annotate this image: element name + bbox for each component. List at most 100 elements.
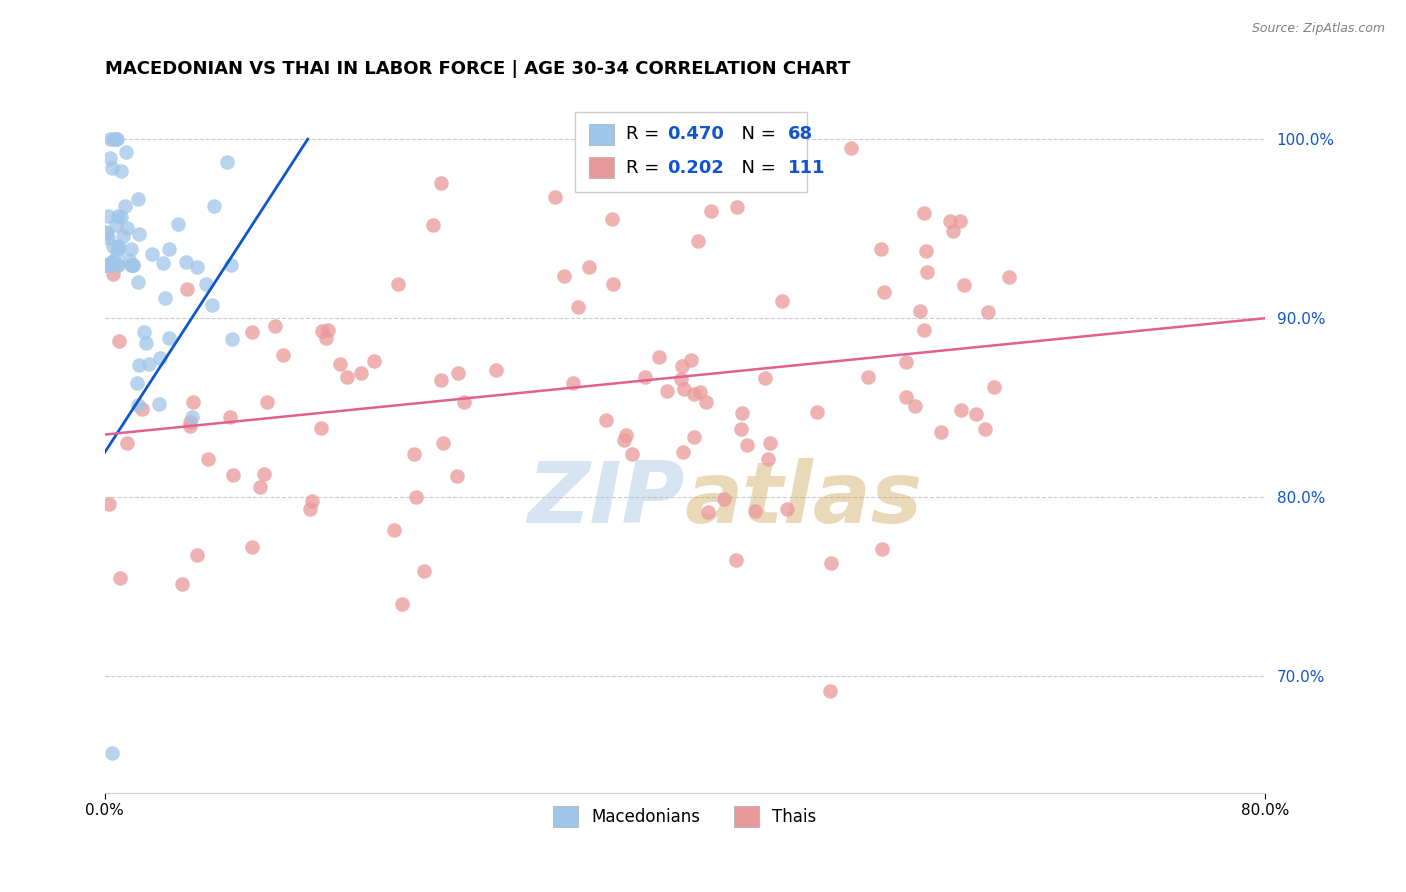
Point — [316, 323, 339, 337]
Point — [96, 258, 118, 272]
Point — [159, 243, 181, 257]
FancyBboxPatch shape — [589, 157, 614, 178]
Text: 68: 68 — [789, 125, 813, 144]
Point — [120, 258, 142, 272]
Point — [648, 350, 671, 364]
Point — [953, 277, 976, 292]
Point — [110, 210, 132, 224]
Point — [917, 265, 939, 279]
Point — [929, 425, 952, 439]
Point — [221, 468, 243, 483]
Point — [405, 490, 427, 504]
Point — [108, 241, 131, 255]
Point — [301, 494, 323, 508]
Text: R =: R = — [626, 125, 665, 144]
Point — [683, 430, 706, 444]
Point — [600, 211, 623, 226]
Point — [149, 351, 172, 366]
Point — [98, 258, 121, 272]
Point — [896, 391, 918, 405]
Point — [101, 239, 124, 253]
Point — [253, 467, 276, 481]
Point — [363, 354, 385, 368]
Point — [98, 152, 121, 166]
Text: ZIP: ZIP — [527, 458, 685, 541]
Point — [107, 258, 129, 272]
Text: Source: ZipAtlas.com: Source: ZipAtlas.com — [1251, 22, 1385, 36]
Point — [122, 258, 145, 272]
Point — [872, 541, 894, 556]
Text: 111: 111 — [789, 159, 825, 177]
Point — [152, 256, 174, 270]
Point — [949, 403, 972, 417]
Point — [128, 227, 150, 241]
Point — [696, 505, 718, 519]
Text: N =: N = — [730, 125, 782, 144]
Point — [806, 405, 828, 419]
Point — [105, 132, 128, 146]
Point — [412, 565, 434, 579]
Point — [115, 220, 138, 235]
Point — [298, 502, 321, 516]
Point — [98, 132, 121, 146]
Point — [271, 348, 294, 362]
Point — [904, 399, 927, 413]
Point — [97, 231, 120, 245]
Point — [176, 255, 198, 269]
Point — [127, 276, 149, 290]
Point — [730, 422, 752, 436]
Point — [683, 387, 706, 401]
Point — [873, 285, 896, 299]
Text: MACEDONIAN VS THAI IN LABOR FORCE | AGE 30-34 CORRELATION CHART: MACEDONIAN VS THAI IN LABOR FORCE | AGE … — [104, 60, 851, 78]
Point — [186, 260, 208, 274]
FancyBboxPatch shape — [589, 124, 614, 145]
Point — [770, 294, 793, 309]
Point — [350, 366, 373, 380]
Point — [118, 252, 141, 267]
Point — [96, 258, 118, 272]
Point — [197, 451, 219, 466]
Point — [110, 164, 132, 178]
Point — [264, 319, 287, 334]
Point — [998, 269, 1021, 284]
Point — [447, 367, 470, 381]
Point — [938, 213, 960, 227]
Point — [94, 258, 117, 272]
Point — [485, 363, 508, 377]
Point — [655, 384, 678, 399]
Text: R =: R = — [626, 159, 665, 177]
Point — [131, 402, 153, 417]
Point — [114, 145, 136, 160]
Point — [841, 141, 863, 155]
Point — [404, 447, 426, 461]
Point — [157, 331, 180, 345]
Point — [387, 277, 409, 291]
Point — [735, 438, 758, 452]
Point — [132, 325, 155, 339]
Point — [138, 357, 160, 371]
Point — [912, 206, 935, 220]
Point — [965, 407, 987, 421]
Point — [595, 413, 617, 427]
Point — [240, 540, 263, 554]
Point — [914, 323, 936, 337]
Point — [221, 332, 243, 346]
Point — [128, 358, 150, 372]
Point — [553, 269, 575, 284]
Point — [127, 193, 149, 207]
Point — [96, 227, 118, 241]
Point — [311, 421, 333, 435]
Point — [446, 469, 468, 483]
Point — [98, 497, 121, 511]
Point — [105, 258, 128, 272]
Point — [820, 556, 842, 570]
Point — [453, 394, 475, 409]
Point — [759, 435, 782, 450]
Point — [382, 524, 405, 538]
Point — [100, 258, 122, 272]
Point — [101, 161, 124, 175]
Point — [101, 258, 124, 272]
Point — [221, 259, 243, 273]
Point — [108, 571, 131, 585]
Point — [942, 224, 965, 238]
